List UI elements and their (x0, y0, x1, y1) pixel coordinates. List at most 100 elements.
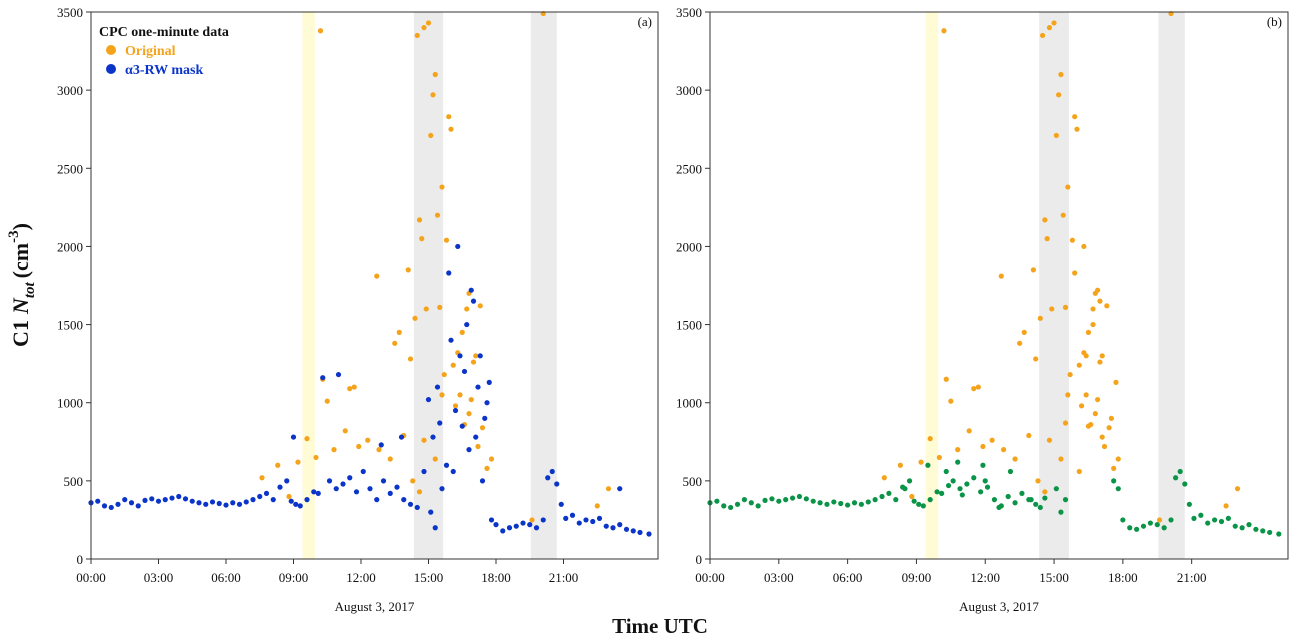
data-point (975, 384, 981, 390)
data-point (448, 126, 454, 132)
data-point (304, 436, 310, 442)
data-point (331, 447, 337, 453)
data-point (423, 306, 429, 312)
data-point (439, 392, 445, 398)
data-point (457, 353, 463, 359)
data-point (748, 500, 754, 506)
panel: 0 500 1000 1500 2000 2500 3000 3500 00:00 03:00 06… (57, 5, 659, 614)
data-point (1097, 298, 1103, 304)
data-point (1035, 478, 1041, 484)
data-point (1115, 456, 1121, 462)
data-point (603, 523, 609, 529)
data-point (964, 481, 970, 487)
data-point (1156, 517, 1163, 523)
y-tick-label: 3000 (676, 83, 702, 98)
data-point (101, 503, 108, 509)
data-point (906, 478, 913, 484)
data-point (414, 504, 420, 511)
data-point (858, 501, 864, 507)
data-point (223, 502, 229, 508)
legend-marker (106, 45, 116, 55)
data-point (916, 501, 922, 507)
data-point (1044, 236, 1050, 242)
data-point (439, 184, 445, 190)
data-point (776, 498, 782, 504)
data-point (484, 400, 490, 406)
data-point (886, 490, 892, 496)
data-point (1046, 25, 1053, 31)
data-point (284, 478, 290, 484)
data-point (128, 500, 135, 506)
data-point (1042, 495, 1048, 501)
data-point (387, 490, 393, 496)
data-point (1053, 132, 1059, 139)
data-point (646, 531, 652, 537)
data-point (1083, 353, 1089, 359)
data-point (421, 468, 427, 475)
data-point (948, 398, 954, 404)
data-point (1225, 515, 1231, 521)
data-point (971, 475, 977, 481)
data-point (540, 517, 546, 523)
data-point (971, 386, 977, 392)
data-point (394, 484, 400, 490)
data-point (911, 498, 917, 504)
data-point (1113, 379, 1119, 385)
x-tick-label: 12:00 (970, 570, 1000, 585)
data-point (1072, 114, 1078, 120)
y-tick-label: 1500 (676, 318, 702, 333)
x-tick-label: 06:00 (833, 570, 863, 585)
data-point (984, 484, 991, 490)
data-point (412, 315, 418, 321)
y-label-unit: (cm (8, 243, 33, 278)
data-point (162, 497, 168, 503)
data-point (1134, 526, 1140, 532)
data-point (1046, 437, 1053, 443)
data-point (446, 270, 452, 276)
x-tick-label: 18:00 (1108, 570, 1138, 585)
data-point (295, 459, 301, 465)
data-point (356, 443, 362, 450)
data-point (617, 486, 623, 492)
data-point (998, 273, 1004, 279)
data-point (939, 490, 945, 496)
data-point (257, 493, 263, 500)
data-point (443, 462, 450, 468)
data-point (342, 428, 348, 434)
data-point (347, 475, 353, 481)
data-point (1234, 486, 1241, 492)
data-point (1161, 525, 1167, 531)
data-point (401, 497, 407, 503)
data-point (259, 475, 265, 481)
data-point (149, 496, 155, 502)
data-point (1111, 478, 1117, 484)
data-point (1012, 500, 1018, 506)
data-point (1218, 518, 1225, 525)
data-point (789, 495, 796, 501)
data-point (851, 500, 858, 506)
data-point (464, 321, 470, 328)
data-point (347, 386, 353, 392)
data-point (1177, 468, 1183, 475)
data-point (448, 337, 454, 343)
data-point (176, 493, 182, 500)
data-point (1115, 486, 1121, 492)
data-point (135, 503, 141, 509)
data-point (966, 428, 972, 434)
data-point (1140, 523, 1147, 529)
data-point (1000, 447, 1007, 453)
data-point (203, 501, 209, 507)
data-point (434, 212, 441, 218)
data-point (461, 368, 468, 375)
data-point (407, 356, 414, 362)
x-tick-label: 18:00 (481, 570, 511, 585)
data-point (549, 468, 555, 475)
data-point (317, 28, 324, 34)
data-point (590, 518, 596, 525)
data-point (410, 478, 416, 484)
data-point (824, 501, 830, 507)
data-point (1095, 287, 1101, 293)
data-point (189, 498, 195, 504)
data-point (936, 454, 942, 461)
data-point (1168, 517, 1174, 523)
